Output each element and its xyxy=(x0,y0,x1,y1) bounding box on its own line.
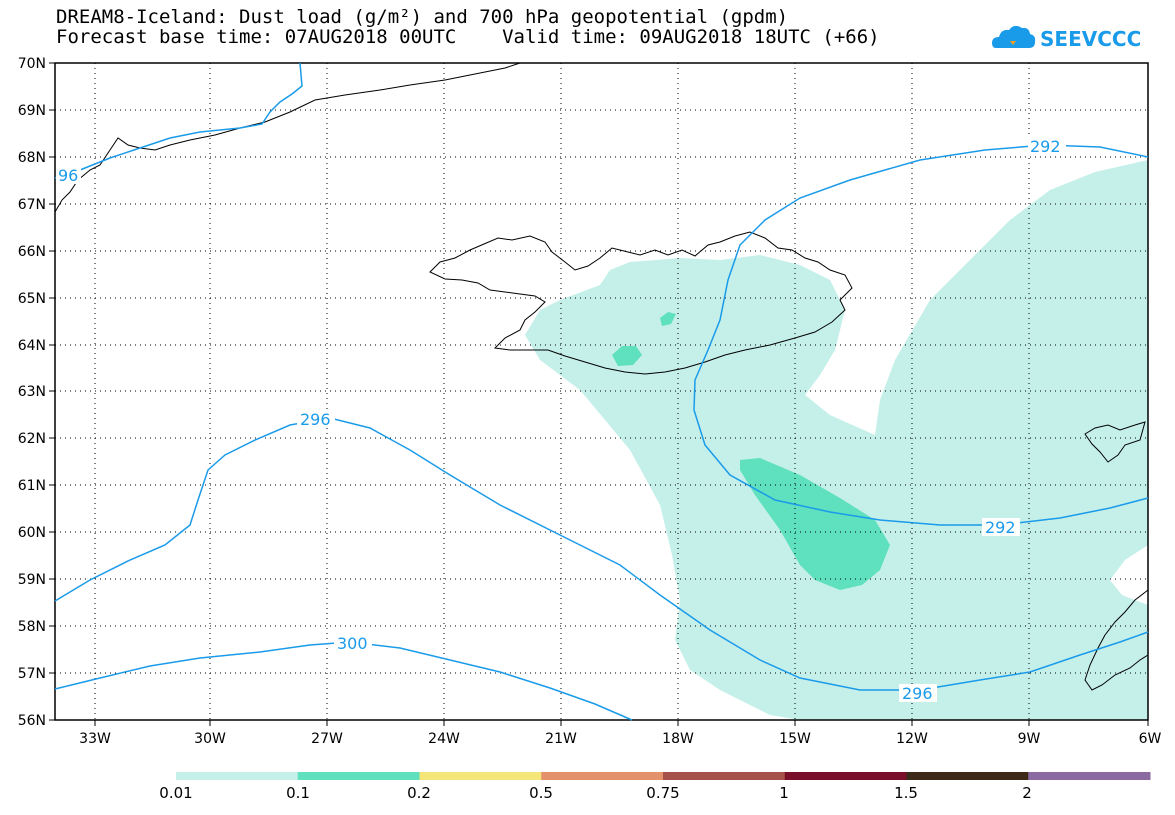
contour-label: 300 xyxy=(337,634,368,653)
colorbar-label: 0.75 xyxy=(646,784,679,802)
colorbar-swatch xyxy=(541,772,664,780)
map-title: DREAM8-Iceland: Dust load (g/m²) and 700… xyxy=(56,6,789,28)
colorbar-labels: 0.01 0.1 0.2 0.5 0.75 1 1.5 2 xyxy=(159,784,1031,802)
map-subtitle: Forecast base time: 07AUG2018 00UTC Vali… xyxy=(56,26,880,48)
lon-label: 9W xyxy=(1018,731,1041,747)
seevccc-logo: SEEVCCC xyxy=(992,25,1140,51)
colorbar-swatch xyxy=(1028,772,1151,780)
contour-292-east xyxy=(693,144,1149,526)
contour-label: 96 xyxy=(58,166,78,185)
colorbar-label: 1 xyxy=(779,784,789,802)
contour-300 xyxy=(54,641,633,721)
lon-label: 6W xyxy=(1139,731,1162,747)
contour-296-south xyxy=(54,417,1149,691)
colorbar-label: 0.2 xyxy=(407,784,431,802)
lat-label: 65N xyxy=(18,291,46,307)
logo-text: SEEVCCC xyxy=(1040,27,1140,51)
map-plot: 96 292 296 292 300 296 70N 69N 68N 67N 6… xyxy=(18,56,1162,747)
lat-label: 63N xyxy=(18,384,46,400)
lon-label: 18W xyxy=(662,731,694,747)
lat-label: 59N xyxy=(18,572,46,588)
scotland-coast xyxy=(1084,589,1149,691)
lat-label: 68N xyxy=(18,150,46,166)
lat-label: 70N xyxy=(18,56,46,72)
iceland-coast xyxy=(429,231,853,375)
lat-label: 66N xyxy=(18,244,46,260)
contour-labels: 96 292 296 292 300 296 xyxy=(56,137,1066,703)
dust-shading-light xyxy=(525,160,1148,720)
contour-label: 292 xyxy=(985,518,1016,537)
dust-shading-medium xyxy=(612,312,890,590)
latitude-labels: 70N 69N 68N 67N 66N 65N 64N 63N 62N 61N … xyxy=(18,56,46,729)
colorbar-swatches xyxy=(176,772,1151,780)
cloud-logo-icon xyxy=(992,25,1036,48)
lat-label: 60N xyxy=(18,525,46,541)
lon-label: 27W xyxy=(311,731,343,747)
lon-label: 15W xyxy=(779,731,811,747)
lat-label: 62N xyxy=(18,431,46,447)
colorbar-swatch xyxy=(419,772,542,780)
contour-296-north xyxy=(54,62,303,179)
colorbar-swatch xyxy=(663,772,786,780)
contour-label: 296 xyxy=(300,410,331,429)
colorbar-swatch xyxy=(906,772,1029,780)
colorbar-label: 1.5 xyxy=(894,784,918,802)
lat-label: 61N xyxy=(18,478,46,494)
colorbar-swatch xyxy=(176,772,299,780)
contour-label: 292 xyxy=(1030,137,1061,156)
faroe-coast xyxy=(1084,421,1146,463)
lon-label: 12W xyxy=(896,731,928,747)
lat-label: 58N xyxy=(18,619,46,635)
lon-label: 33W xyxy=(79,731,111,747)
lon-label: 24W xyxy=(428,731,460,747)
lat-label: 69N xyxy=(18,103,46,119)
coastlines xyxy=(54,62,1149,691)
colorbar-label: 0.5 xyxy=(529,784,553,802)
colorbar-swatch xyxy=(297,772,420,780)
lon-label: 21W xyxy=(545,731,577,747)
contour-label: 296 xyxy=(902,684,933,703)
lat-label: 64N xyxy=(18,338,46,354)
lat-label: 67N xyxy=(18,197,46,213)
colorbar-label: 0.1 xyxy=(286,784,310,802)
graticule xyxy=(55,63,1148,720)
longitude-labels: 33W 30W 27W 24W 21W 18W 15W 12W 9W 6W xyxy=(79,731,1161,747)
colorbar-swatch xyxy=(784,772,907,780)
greenland-coast xyxy=(54,62,521,213)
lat-label: 57N xyxy=(18,666,46,682)
lon-label: 30W xyxy=(194,731,226,747)
colorbar: 0.01 0.1 0.2 0.5 0.75 1 1.5 2 xyxy=(159,772,1151,802)
colorbar-label: 0.01 xyxy=(159,784,192,802)
colorbar-label: 2 xyxy=(1022,784,1032,802)
tick-marks xyxy=(49,62,1149,726)
lat-label: 56N xyxy=(18,713,46,729)
